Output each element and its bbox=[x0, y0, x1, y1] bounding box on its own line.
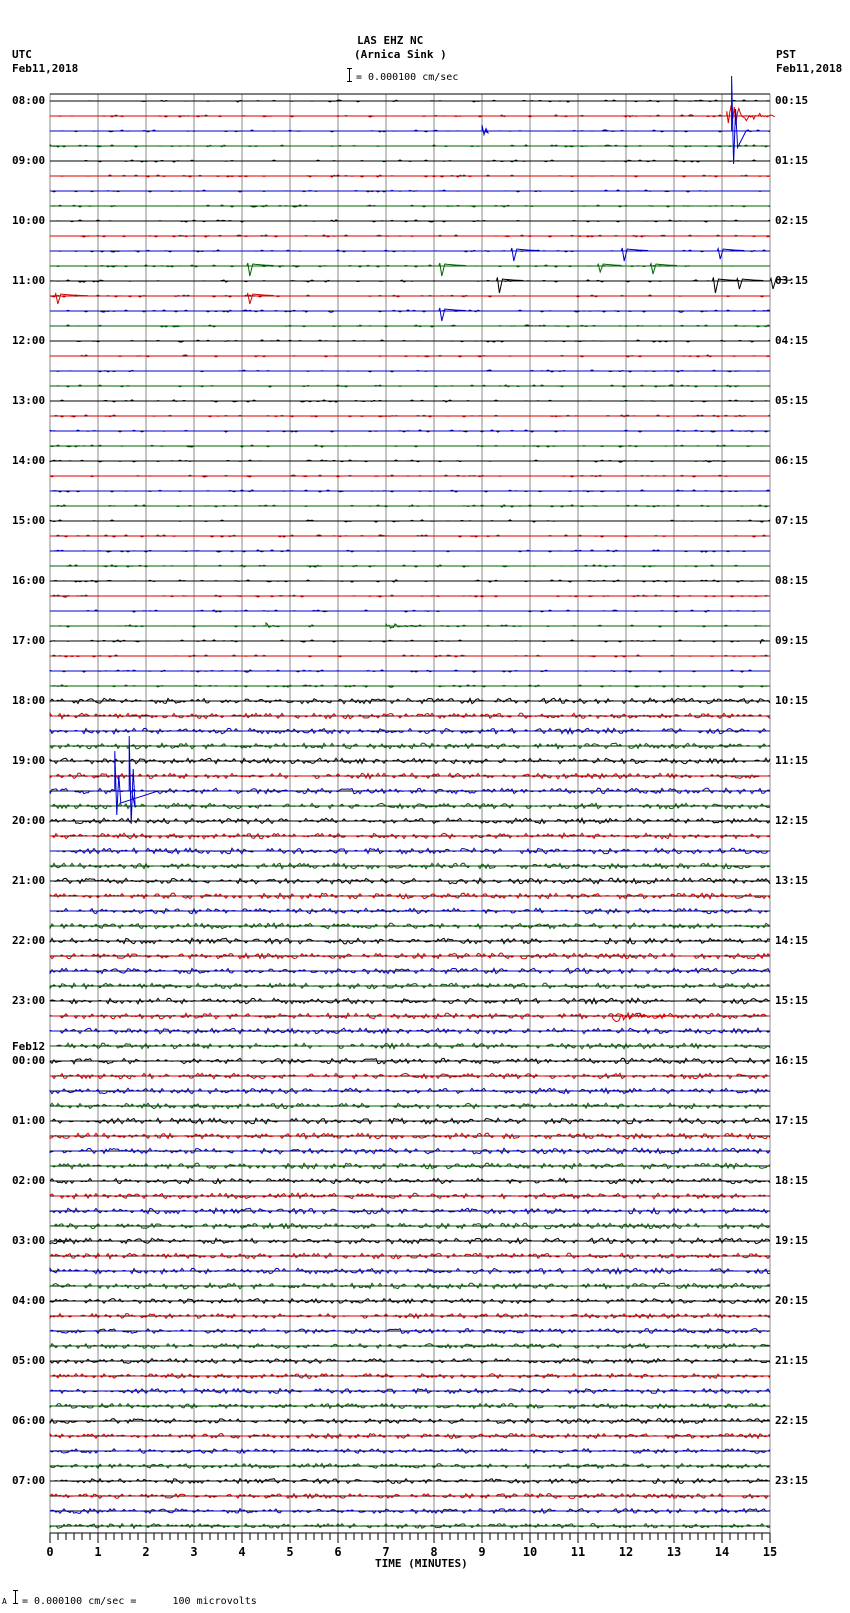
pst-hour-label: 02:15 bbox=[775, 214, 809, 227]
pst-hour-label: 16:15 bbox=[775, 1054, 809, 1067]
x-tick-label: 14 bbox=[715, 1545, 729, 1559]
pst-hour-label: 01:15 bbox=[775, 154, 809, 167]
pst-hour-label: 00:15 bbox=[775, 94, 809, 107]
utc-hour-label: 23:00 bbox=[12, 994, 46, 1007]
utc-hour-label: 03:00 bbox=[12, 1234, 46, 1247]
x-tick-label: 2 bbox=[142, 1545, 149, 1559]
utc-hour-label: 06:00 bbox=[12, 1414, 46, 1427]
x-tick-label: 8 bbox=[430, 1545, 437, 1559]
pst-hour-label: 21:15 bbox=[775, 1354, 809, 1367]
pst-hour-label: 13:15 bbox=[775, 874, 809, 887]
utc-hour-label: 04:00 bbox=[12, 1294, 46, 1307]
scale-text: = 0.000100 cm/sec bbox=[356, 72, 459, 83]
pst-hour-label: 14:15 bbox=[775, 934, 809, 947]
footer-prefix: A bbox=[2, 1597, 7, 1606]
utc-hour-label: 17:00 bbox=[12, 634, 46, 647]
pst-hour-label: 22:15 bbox=[775, 1414, 809, 1427]
x-tick-label: 15 bbox=[763, 1545, 777, 1559]
pst-hour-label: 04:15 bbox=[775, 334, 809, 347]
left-date: Feb11,2018 bbox=[12, 62, 79, 75]
x-tick-label: 6 bbox=[334, 1545, 341, 1559]
x-tick-label: 12 bbox=[619, 1545, 633, 1559]
station-location: (Arnica Sink ) bbox=[354, 48, 447, 61]
x-tick-label: 0 bbox=[46, 1545, 53, 1559]
utc-hour-label: 08:00 bbox=[12, 94, 46, 107]
utc-hour-label: 02:00 bbox=[12, 1174, 46, 1187]
right-date: Feb11,2018 bbox=[776, 62, 843, 75]
utc-hour-label: 09:00 bbox=[12, 154, 46, 167]
x-tick-label: 1 bbox=[94, 1545, 101, 1559]
footer-scale-bar-icon bbox=[13, 1590, 21, 1604]
x-tick-label: 4 bbox=[238, 1545, 245, 1559]
pst-hour-label: 11:15 bbox=[775, 754, 809, 767]
pst-hour-label: 18:15 bbox=[775, 1174, 809, 1187]
left-timezone: UTC bbox=[12, 48, 32, 61]
utc-hour-label: 10:00 bbox=[12, 214, 46, 227]
pst-hour-label: 03:15 bbox=[775, 274, 809, 287]
x-tick-label: 11 bbox=[571, 1545, 585, 1559]
x-tick-label: 7 bbox=[382, 1545, 389, 1559]
pst-hour-label: 12:15 bbox=[775, 814, 809, 827]
x-tick-label: 10 bbox=[523, 1545, 537, 1559]
utc-hour-label: 05:00 bbox=[12, 1354, 46, 1367]
utc-hour-label: 16:00 bbox=[12, 574, 46, 587]
utc-hour-label: 00:00 bbox=[12, 1054, 46, 1067]
pst-hour-label: 10:15 bbox=[775, 694, 809, 707]
utc-hour-label: 22:00 bbox=[12, 934, 46, 947]
utc-hour-label: 01:00 bbox=[12, 1114, 46, 1127]
x-tick-label: 9 bbox=[478, 1545, 485, 1559]
scale-bar-icon bbox=[347, 68, 355, 82]
utc-hour-label: 15:00 bbox=[12, 514, 46, 527]
pst-hour-label: 09:15 bbox=[775, 634, 809, 647]
utc-hour-label: 13:00 bbox=[12, 394, 46, 407]
utc-hour-label: 11:00 bbox=[12, 274, 46, 287]
date-change-label: Feb12 bbox=[12, 1040, 46, 1053]
x-axis-label: TIME (MINUTES) bbox=[375, 1557, 468, 1570]
utc-hour-label: 14:00 bbox=[12, 454, 46, 467]
right-timezone: PST bbox=[776, 48, 796, 61]
pst-hour-label: 08:15 bbox=[775, 574, 809, 587]
x-tick-label: 3 bbox=[190, 1545, 197, 1559]
utc-hour-label: 19:00 bbox=[12, 754, 46, 767]
pst-hour-label: 06:15 bbox=[775, 454, 809, 467]
pst-hour-label: 23:15 bbox=[775, 1474, 809, 1487]
footer-scale-text: = 0.000100 cm/sec = 100 microvolts bbox=[22, 1596, 257, 1607]
utc-hour-label: 20:00 bbox=[12, 814, 46, 827]
utc-hour-label: 21:00 bbox=[12, 874, 46, 887]
utc-hour-label: 18:00 bbox=[12, 694, 46, 707]
pst-hour-label: 17:15 bbox=[775, 1114, 809, 1127]
station-title: LAS EHZ NC bbox=[357, 34, 424, 47]
pst-hour-label: 05:15 bbox=[775, 394, 809, 407]
pst-hour-label: 07:15 bbox=[775, 514, 809, 527]
pst-hour-label: 20:15 bbox=[775, 1294, 809, 1307]
utc-hour-label: 12:00 bbox=[12, 334, 46, 347]
x-tick-label: 13 bbox=[667, 1545, 681, 1559]
pst-hour-label: 19:15 bbox=[775, 1234, 809, 1247]
pst-hour-label: 15:15 bbox=[775, 994, 809, 1007]
x-tick-label: 5 bbox=[286, 1545, 293, 1559]
utc-hour-label: 07:00 bbox=[12, 1474, 46, 1487]
